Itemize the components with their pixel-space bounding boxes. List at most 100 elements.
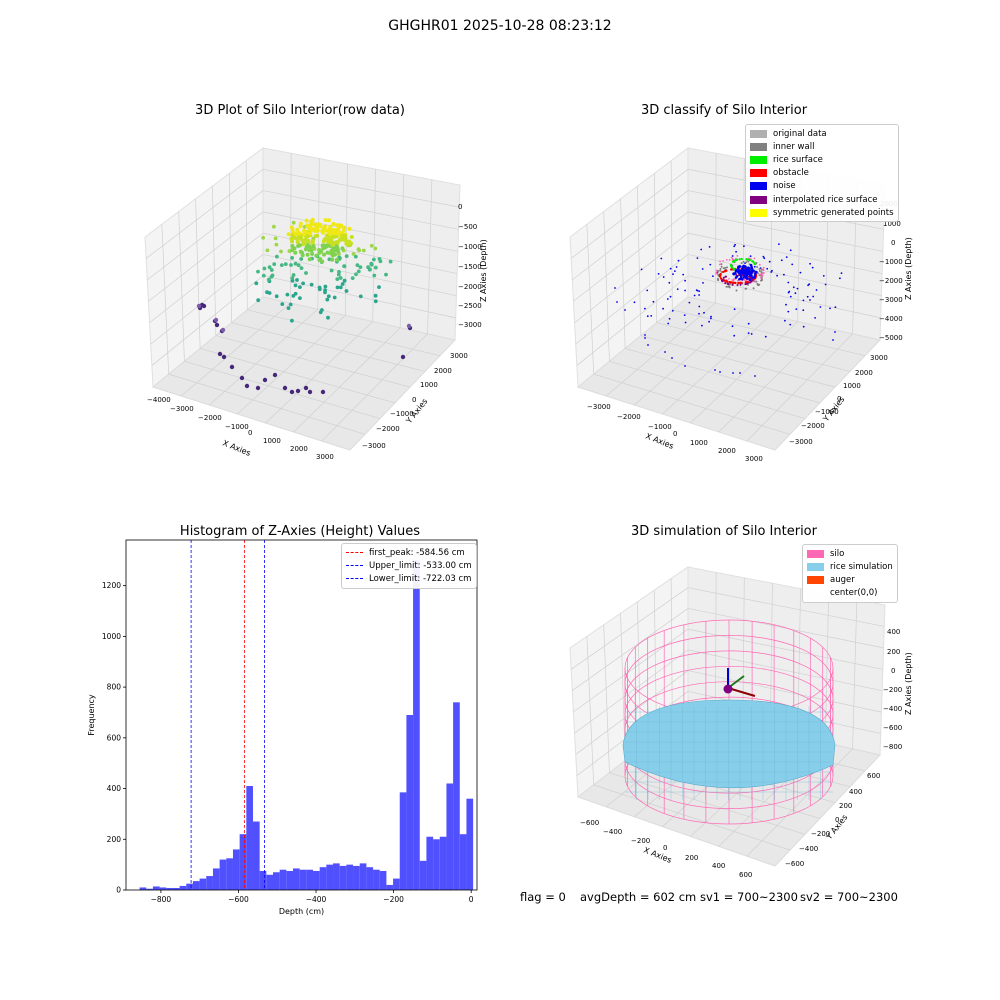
noise-point xyxy=(633,301,636,304)
p4-ztick: −600 xyxy=(883,724,902,732)
interp-point xyxy=(738,274,740,276)
noise-point xyxy=(709,263,712,266)
x-tick-label: 0 xyxy=(469,895,474,904)
boundary-point xyxy=(719,260,721,263)
boundary-point xyxy=(758,263,761,266)
histogram-bar xyxy=(192,881,200,890)
histogram-bar xyxy=(293,868,300,890)
p1-ytick: −2000 xyxy=(376,425,400,433)
data-point xyxy=(320,230,325,235)
noise-point xyxy=(640,268,643,271)
noise-point xyxy=(701,268,704,270)
rice-point xyxy=(736,258,739,261)
grid-line xyxy=(687,232,883,274)
data-point xyxy=(315,233,320,238)
data-point xyxy=(326,294,331,299)
p2-ytick: 0 xyxy=(837,395,841,403)
legend-swatch xyxy=(750,155,767,164)
p2-xtick: −3000 xyxy=(587,403,611,411)
grid-line xyxy=(718,327,826,433)
noise-point xyxy=(710,317,712,320)
data-point xyxy=(292,246,297,251)
histogram-legend: first_peak: -584.56 cm Upper_limit: -533.… xyxy=(341,543,477,589)
noise-point xyxy=(811,266,814,269)
data-point xyxy=(291,220,296,225)
data-point xyxy=(307,248,312,253)
p1-ytick: 0 xyxy=(412,396,416,404)
p2-ztick: 1000 xyxy=(883,220,901,228)
data-point xyxy=(338,285,343,290)
noise-point xyxy=(785,256,788,258)
data-point xyxy=(273,236,278,241)
grid-line xyxy=(687,649,883,692)
grid-line xyxy=(625,348,821,404)
data-point xyxy=(303,385,309,391)
wall-point xyxy=(724,266,727,269)
wall-point xyxy=(720,271,723,273)
data-point xyxy=(306,226,311,230)
grid-line xyxy=(742,158,745,310)
obstacle-point xyxy=(723,279,726,282)
data-point xyxy=(328,224,333,229)
histogram-bar xyxy=(226,858,233,890)
histogram-bar xyxy=(232,849,240,890)
data-point xyxy=(337,224,342,229)
data-point xyxy=(274,242,279,247)
grid-line xyxy=(161,224,170,375)
interp-point xyxy=(741,274,744,277)
noise-point xyxy=(719,371,721,373)
wall-point xyxy=(735,289,738,292)
boundary-point xyxy=(760,277,762,279)
data-point xyxy=(340,282,345,286)
noise-point xyxy=(788,290,791,293)
boundary-point xyxy=(725,259,728,261)
noise-point xyxy=(657,273,660,275)
legend-label: silo xyxy=(830,548,845,559)
data-point xyxy=(336,249,341,254)
data-point xyxy=(337,270,341,274)
noise-point xyxy=(671,309,674,312)
noise-point xyxy=(784,319,786,322)
data-point xyxy=(291,273,296,277)
histogram-lines xyxy=(190,540,265,890)
data-point xyxy=(323,284,328,289)
interp-point xyxy=(739,283,742,286)
data-point xyxy=(217,351,223,357)
data-point xyxy=(347,226,352,231)
grid-line xyxy=(265,321,373,424)
p4-ztick: 200 xyxy=(887,648,900,656)
data-point xyxy=(289,225,294,230)
data-point xyxy=(290,239,295,244)
data-point xyxy=(338,276,343,280)
grid-line xyxy=(212,186,217,336)
grid-line xyxy=(148,211,264,302)
data-point xyxy=(305,252,310,257)
panel2-title: 3D classify of Silo Interior xyxy=(640,103,808,118)
wall-point xyxy=(740,262,743,265)
grid-line xyxy=(180,302,291,397)
noise-point xyxy=(739,269,743,273)
histogram-bar xyxy=(272,872,280,890)
data-point xyxy=(290,278,295,283)
histogram-bar xyxy=(453,702,460,890)
p2-ytick: −3000 xyxy=(789,438,813,446)
grid-line xyxy=(715,572,717,719)
data-point xyxy=(373,246,378,251)
noise-point xyxy=(795,308,798,310)
data-point xyxy=(262,377,268,383)
p1-ytick: −1000 xyxy=(390,410,414,418)
noise-point xyxy=(819,306,822,308)
p4-ytick: 600 xyxy=(867,772,880,780)
noise-point xyxy=(747,332,750,334)
grid-line xyxy=(746,333,853,442)
noise-point xyxy=(733,308,736,311)
data-point xyxy=(310,238,315,243)
p1-xtick: 1000 xyxy=(263,437,281,445)
data-point xyxy=(303,237,308,242)
data-point xyxy=(354,272,358,277)
noise-point xyxy=(815,289,818,291)
data-point xyxy=(300,250,305,255)
noise-point xyxy=(744,270,748,274)
grid-line xyxy=(572,190,689,281)
noise-point xyxy=(684,279,686,282)
